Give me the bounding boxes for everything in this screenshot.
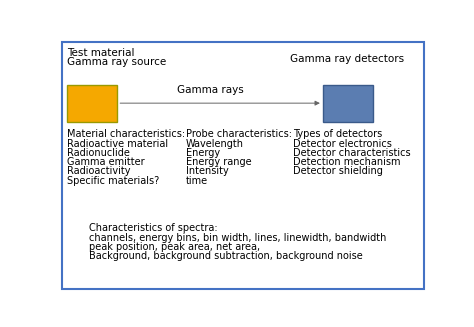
Text: Detection mechanism: Detection mechanism [293,157,401,167]
Text: Types of detectors: Types of detectors [293,129,383,139]
Text: Material characteristics:: Material characteristics: [67,129,185,139]
Text: Wavelength: Wavelength [186,139,244,148]
Text: Energy range: Energy range [186,157,251,167]
Text: Characteristics of spectra:: Characteristics of spectra: [89,223,217,233]
FancyBboxPatch shape [67,85,118,122]
Text: Gamma ray detectors: Gamma ray detectors [291,54,405,64]
Text: Probe characteristics:: Probe characteristics: [186,129,292,139]
Text: Radionuclide: Radionuclide [67,148,130,158]
Text: Energy: Energy [186,148,220,158]
Text: peak position, peak area, net area,: peak position, peak area, net area, [89,242,260,252]
Text: time: time [186,176,208,185]
Text: Intensity: Intensity [186,166,228,176]
Text: Detector electronics: Detector electronics [293,139,392,148]
Text: Gamma rays: Gamma rays [177,85,244,95]
Text: Background, background subtraction, background noise: Background, background subtraction, back… [89,251,363,261]
Text: Test material: Test material [67,48,135,59]
Text: Gamma ray source: Gamma ray source [67,57,166,67]
Text: channels, energy bins, bin width, lines, linewidth, bandwidth: channels, energy bins, bin width, lines,… [89,232,386,243]
Text: Radioactivity: Radioactivity [67,166,130,176]
Text: Detector characteristics: Detector characteristics [293,148,411,158]
FancyBboxPatch shape [62,42,424,289]
Text: Detector shielding: Detector shielding [293,166,383,176]
Text: Specific materials?: Specific materials? [67,176,159,185]
FancyBboxPatch shape [323,85,373,122]
Text: Radioactive material: Radioactive material [67,139,168,148]
Text: Gamma emitter: Gamma emitter [67,157,145,167]
